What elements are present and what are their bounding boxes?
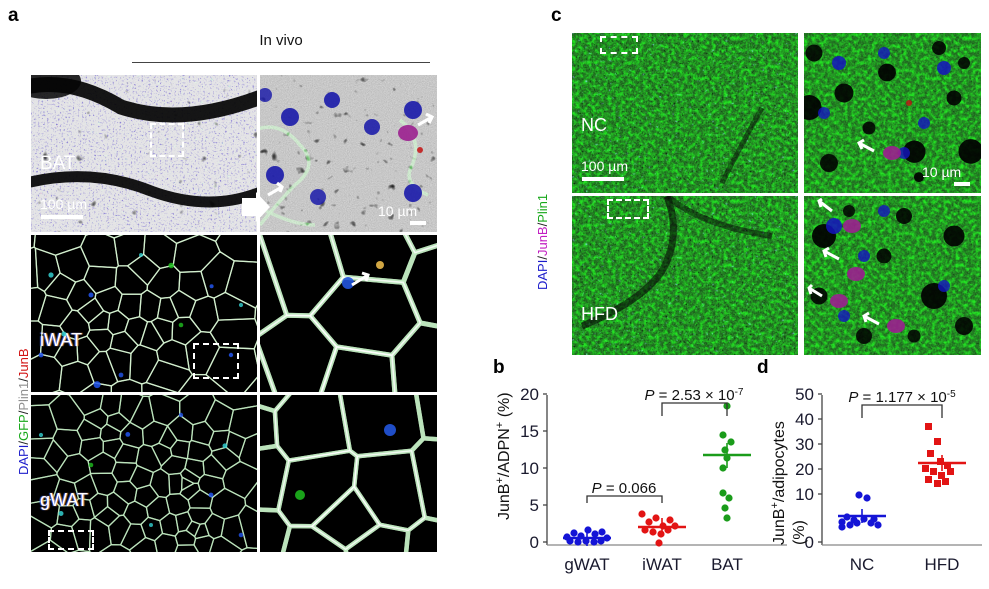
svg-text:5: 5 [530,496,539,515]
svg-text:P = 0.066: P = 0.066 [592,480,657,497]
svg-text:(%): (%) [791,520,808,545]
svg-text:15: 15 [520,422,539,441]
svg-text:HFD: HFD [925,555,960,574]
svg-text:10: 10 [795,485,814,504]
svg-text:0: 0 [530,533,539,552]
svg-text:JunB+/ADPN+ (%): JunB+/ADPN+ (%) [494,392,513,520]
svg-text:gWAT: gWAT [564,555,609,574]
svg-text:40: 40 [795,410,814,429]
svg-text:P = 1.177 × 10-5: P = 1.177 × 10-5 [848,389,956,407]
svg-text:20: 20 [520,385,539,404]
svg-text:iWAT: iWAT [642,555,682,574]
svg-text:P = 2.53 × 10-7: P = 2.53 × 10-7 [645,387,744,405]
svg-text:NC: NC [850,555,875,574]
svg-text:10: 10 [520,459,539,478]
svg-text:50: 50 [795,385,814,404]
svg-text:20: 20 [795,460,814,479]
svg-text:BAT: BAT [711,555,743,574]
svg-text:JunB+/adipocytes: JunB+/adipocytes [769,421,788,545]
svg-text:30: 30 [795,435,814,454]
